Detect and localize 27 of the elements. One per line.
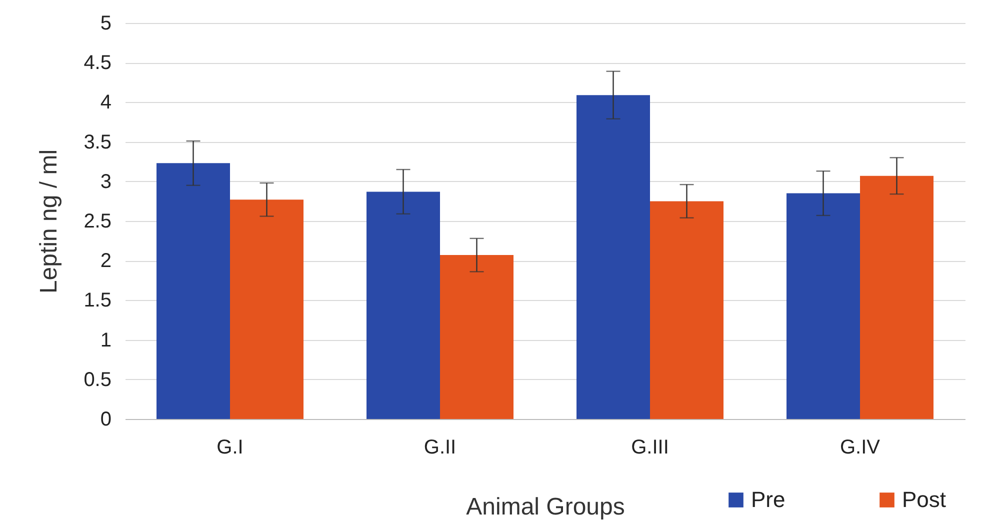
- bar: [786, 193, 860, 419]
- bar: [156, 163, 230, 419]
- y-tick-label: 1.5: [84, 290, 112, 312]
- y-axis-title: Leptin ng / ml: [36, 149, 63, 294]
- x-tick-label: G.II: [424, 436, 456, 458]
- bar: [860, 176, 934, 419]
- y-tick-label: 0.5: [84, 368, 112, 391]
- x-axis-title: Animal Groups: [466, 494, 625, 520]
- bar: [366, 192, 440, 419]
- y-tick-label: 3.5: [84, 131, 112, 154]
- y-tick-label: 5: [100, 12, 112, 34]
- bar: [230, 200, 304, 419]
- y-tick-label: 0: [100, 408, 112, 430]
- y-tick-label: 4.5: [84, 52, 112, 74]
- legend-label: Pre: [751, 487, 786, 512]
- x-tick-label: G.IV: [840, 436, 881, 458]
- y-tick-label: 2.5: [84, 210, 112, 232]
- y-tick-label: 3: [100, 170, 112, 193]
- legend-label: Post: [902, 487, 946, 512]
- y-tick-label: 4: [100, 92, 112, 114]
- bar: [650, 201, 724, 419]
- y-tick-label: 1: [100, 329, 112, 352]
- x-tick-label: G.I: [216, 436, 244, 458]
- x-tick-label: G.III: [631, 436, 669, 458]
- bar: [440, 255, 514, 419]
- bar: [576, 95, 650, 419]
- y-tick-label: 2: [100, 250, 112, 272]
